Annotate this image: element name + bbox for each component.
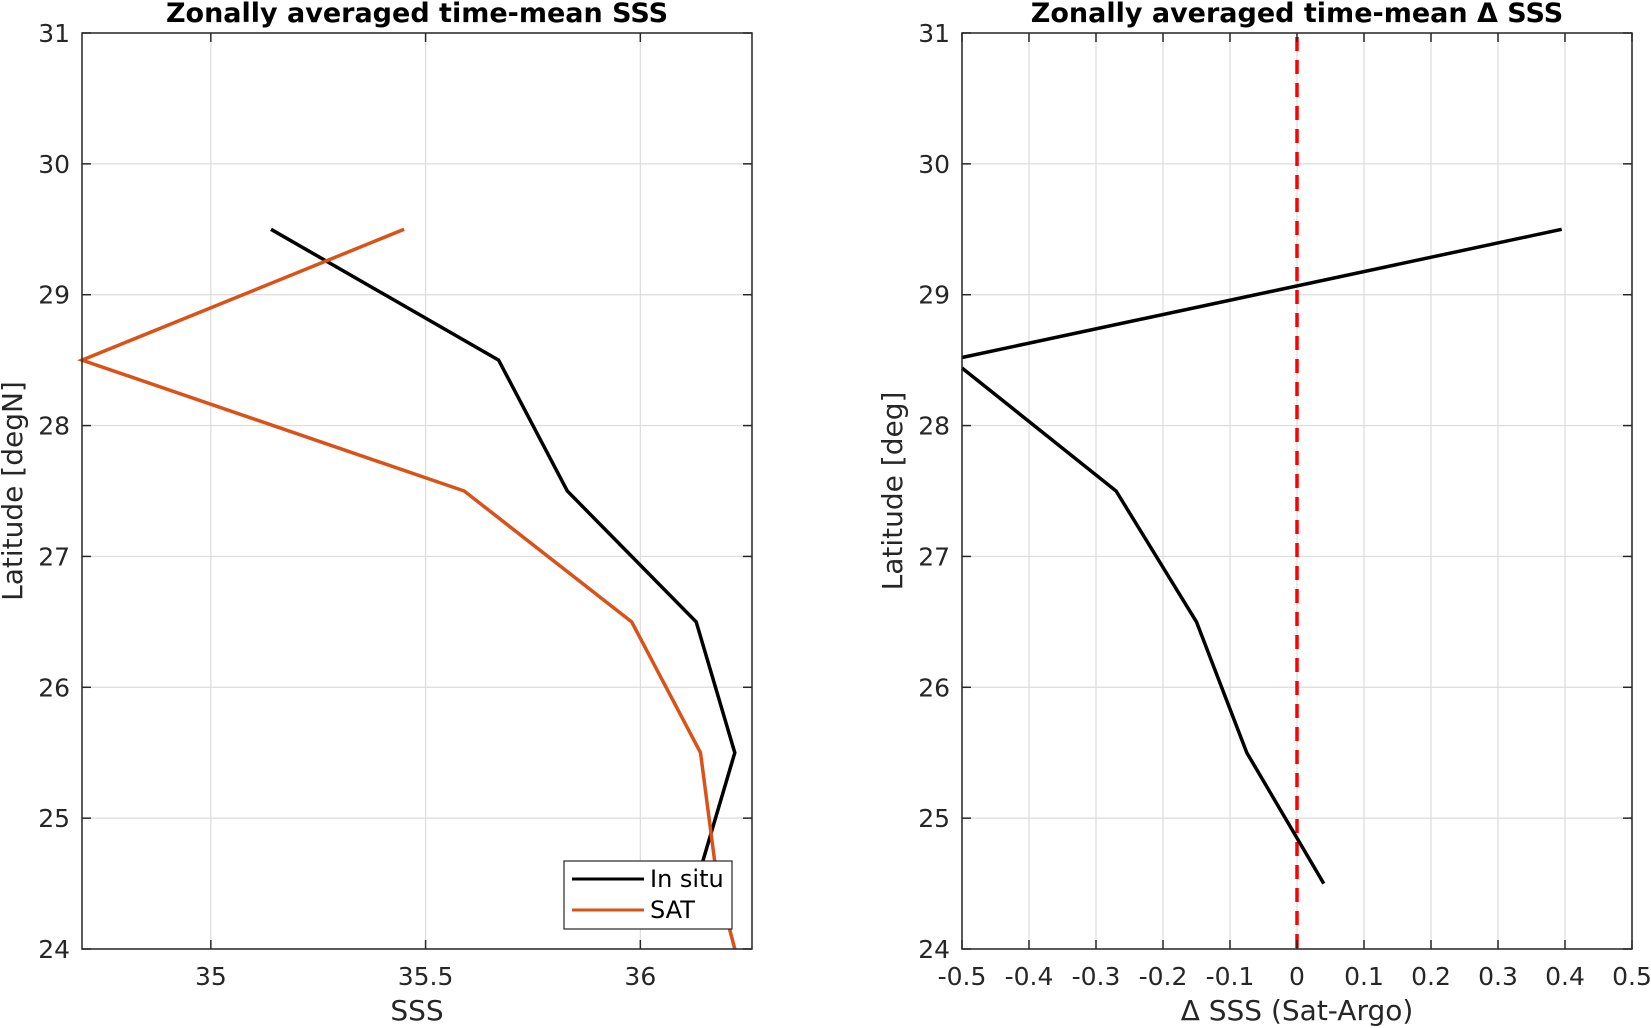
legend: In situ SAT bbox=[563, 860, 733, 930]
left-y-tick-label: 26 bbox=[38, 673, 70, 702]
right-x-tick-label: 0.3 bbox=[1478, 962, 1518, 991]
left-y-tick-label: 30 bbox=[38, 150, 70, 179]
right-x-tick-label: 0 bbox=[1289, 962, 1305, 991]
right-y-tick-label: 31 bbox=[918, 19, 950, 48]
right-x-tick-label: 0.5 bbox=[1612, 962, 1651, 991]
right-series-layer bbox=[960, 37, 1563, 949]
left-ticks: 35 35.5 36 24 25 26 27 28 29 30 31 bbox=[38, 19, 752, 991]
right-x-tick-label: -0.2 bbox=[1139, 962, 1188, 991]
legend-label-sat: SAT bbox=[650, 896, 695, 924]
right-y-tick-label: 25 bbox=[918, 804, 950, 833]
right-series-line-1 bbox=[960, 366, 1326, 885]
left-y-tick-label: 27 bbox=[38, 542, 70, 571]
right-x-tick-label: -0.5 bbox=[938, 962, 987, 991]
left-y-tick-label: 24 bbox=[38, 935, 70, 964]
left-y-tick-label: 25 bbox=[38, 804, 70, 833]
right-y-tick-label: 28 bbox=[918, 412, 950, 441]
right-y-tick-label: 24 bbox=[918, 935, 950, 964]
legend-box bbox=[563, 860, 733, 930]
left-x-tick-label: 36 bbox=[624, 962, 656, 991]
right-x-tick-label: 0.4 bbox=[1545, 962, 1585, 991]
right-x-tick-label: -0.3 bbox=[1072, 962, 1121, 991]
right-y-axis-label: Latitude [deg] bbox=[876, 392, 909, 591]
left-chart-title: Zonally averaged time-mean SSS bbox=[166, 0, 668, 29]
left-x-axis-label: SSS bbox=[390, 994, 443, 1027]
right-y-tick-label: 26 bbox=[918, 673, 950, 702]
left-chart-panel: 35 35.5 36 24 25 26 27 28 29 30 31 Zonally average… bbox=[0, 0, 753, 1027]
left-series-line-in-situ bbox=[270, 227, 737, 885]
left-y-tick-label: 28 bbox=[38, 412, 70, 441]
right-chart-title: Zonally averaged time-mean Δ SSS bbox=[1031, 0, 1563, 29]
right-x-tick-label: 0.1 bbox=[1344, 962, 1384, 991]
right-y-tick-label: 29 bbox=[918, 281, 950, 310]
left-x-tick-label: 35 bbox=[195, 962, 227, 991]
right-x-tick-label: -0.1 bbox=[1206, 962, 1255, 991]
right-chart-panel: -0.5 -0.4 -0.3 -0.2 -0.1 0 0.1 0.2 0.3 0.4 0.5 24 25… bbox=[876, 0, 1651, 1027]
right-x-axis-label: Δ SSS (Sat-Argo) bbox=[1181, 994, 1414, 1027]
left-plot-area bbox=[82, 33, 752, 949]
right-y-tick-label: 30 bbox=[918, 150, 950, 179]
right-x-tick-label: 0.2 bbox=[1411, 962, 1451, 991]
left-y-tick-label: 29 bbox=[38, 281, 70, 310]
right-x-tick-label: -0.4 bbox=[1005, 962, 1054, 991]
left-x-tick-label: 35.5 bbox=[398, 962, 454, 991]
left-y-axis-label: Latitude [degN] bbox=[0, 381, 29, 601]
right-series-line-0 bbox=[961, 227, 1563, 360]
left-y-tick-label: 31 bbox=[38, 19, 70, 48]
right-ticks: -0.5 -0.4 -0.3 -0.2 -0.1 0 0.1 0.2 0.3 0.4 0.5 24 25… bbox=[918, 19, 1651, 991]
left-axes-box bbox=[81, 32, 753, 950]
legend-label-in-situ: In situ bbox=[650, 865, 724, 893]
right-y-tick-label: 27 bbox=[918, 542, 950, 571]
